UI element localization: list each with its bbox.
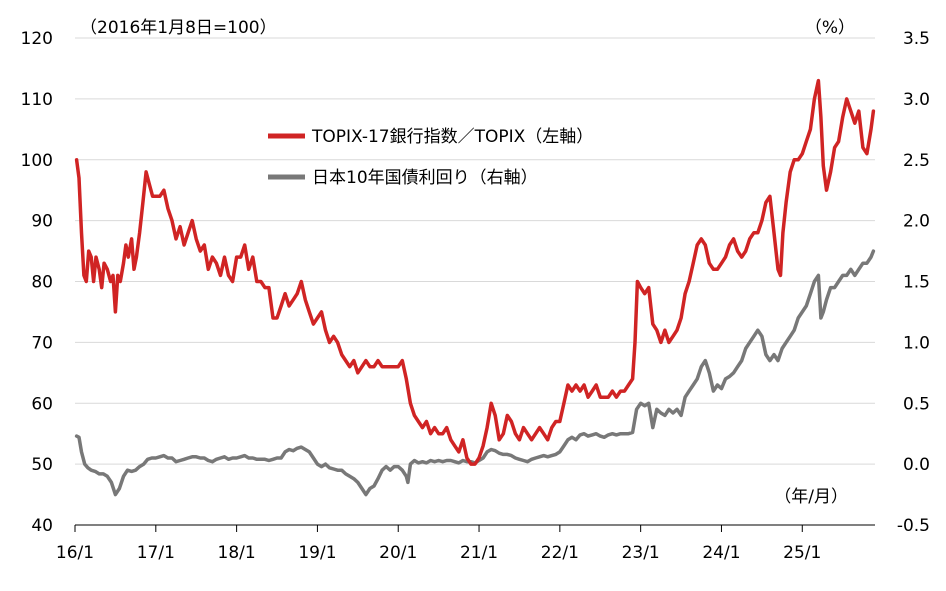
x-tick-label: 19/1 xyxy=(298,543,336,563)
gridlines xyxy=(75,37,875,465)
left-tick-label: 40 xyxy=(31,516,53,536)
x-axis-unit: （年/月） xyxy=(774,487,848,507)
right-tick-label: 3.0 xyxy=(903,90,930,110)
right-tick-label: 2.0 xyxy=(903,212,930,232)
right-tick-label: 0.5 xyxy=(903,394,930,414)
series-line-bank-index xyxy=(74,78,876,466)
left-axis-unit: （2016年1月8日=100） xyxy=(80,18,277,38)
legend: TOPIX-17銀行指数／TOPIX（左軸） 日本10年国債利回り（右軸） xyxy=(268,127,593,188)
left-tick-label: 90 xyxy=(31,212,53,232)
right-tick-label: 1.5 xyxy=(903,273,930,293)
legend-label-bank-index: TOPIX-17銀行指数／TOPIX（左軸） xyxy=(311,127,593,147)
left-tick-label: 80 xyxy=(31,273,53,293)
x-tick-label: 18/1 xyxy=(218,543,256,563)
x-tick-label: 24/1 xyxy=(702,543,740,563)
left-tick-label: 50 xyxy=(31,455,53,475)
legend-label-jgb-yield: 日本10年国債利回り（右軸） xyxy=(312,168,538,188)
series-lines xyxy=(74,78,876,497)
x-tick-label: 21/1 xyxy=(460,543,498,563)
right-tick-label: 3.5 xyxy=(903,29,930,49)
right-tick-label: 2.5 xyxy=(903,151,930,171)
left-axis-ticks: 120 110 100 90 80 70 60 50 40 xyxy=(21,29,53,536)
x-tick-label: 25/1 xyxy=(783,543,821,563)
x-tick-label: 23/1 xyxy=(622,543,660,563)
left-tick-label: 100 xyxy=(21,151,53,171)
right-tick-label: -0.5 xyxy=(897,516,930,536)
x-tick-label: 17/1 xyxy=(137,543,175,563)
x-tick-label: 20/1 xyxy=(379,543,417,563)
right-tick-label: 1.0 xyxy=(903,333,930,353)
left-tick-label: 70 xyxy=(31,333,53,353)
right-axis-ticks: 3.5 3.0 2.5 2.0 1.5 1.0 0.5 0.0 -0.5 xyxy=(897,29,930,536)
series-line-jgb-yield xyxy=(74,249,876,497)
x-tick-label: 16/1 xyxy=(56,543,94,563)
right-axis-unit: （%） xyxy=(805,18,855,38)
left-tick-label: 120 xyxy=(21,29,53,49)
x-tick-label: 22/1 xyxy=(541,543,579,563)
x-ticks: 16/1 17/1 18/1 19/1 20/1 21/1 22/1 23/1 24/1 25/1 xyxy=(56,525,821,563)
left-tick-label: 110 xyxy=(21,90,53,110)
right-tick-label: 0.0 xyxy=(903,455,930,475)
left-tick-label: 60 xyxy=(31,394,53,414)
